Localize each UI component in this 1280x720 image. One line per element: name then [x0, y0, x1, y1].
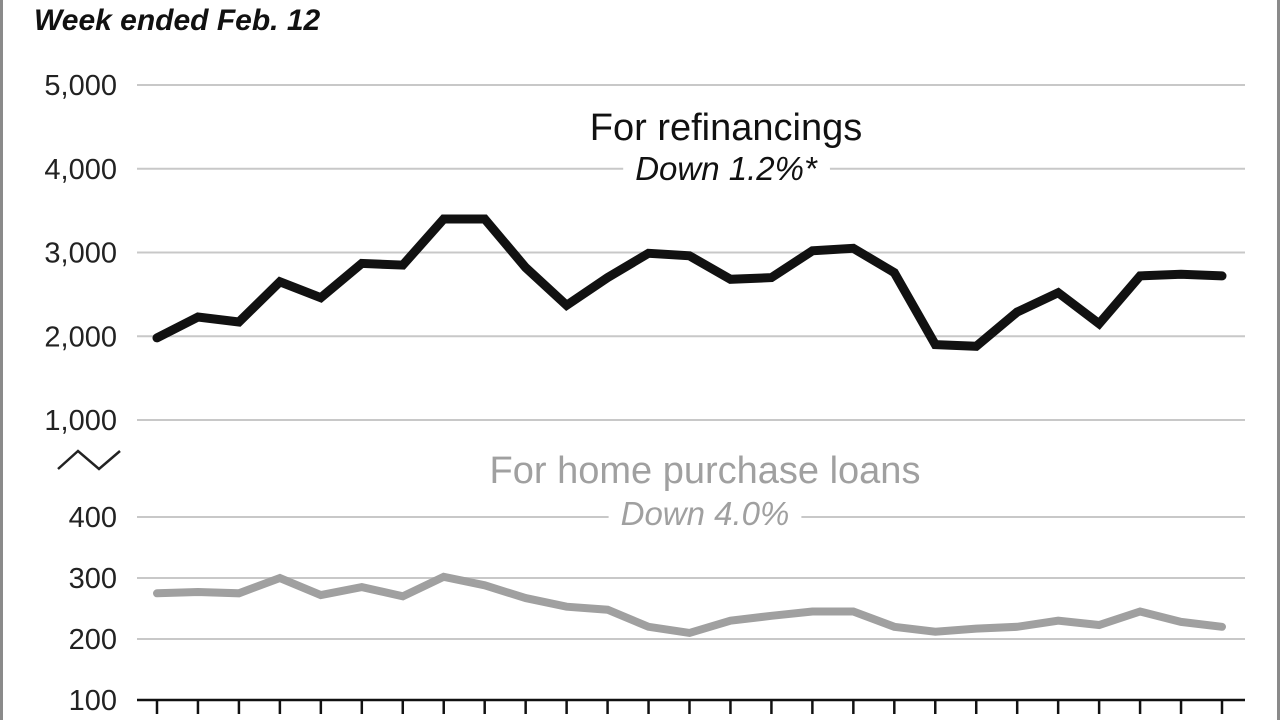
chart-subtitle: Week ended Feb. 12: [34, 4, 321, 37]
y-tick-label-upper-0: 5,000: [44, 70, 117, 102]
y-tick-label-upper-3: 2,000: [44, 321, 117, 353]
series-line-0: [152, 214, 1227, 351]
y-tick-label-lower-3: 100: [69, 685, 117, 717]
series-title-1: For home purchase loans: [490, 450, 921, 492]
series-title-0: For refinancings: [590, 107, 862, 149]
y-tick-label-upper-4: 1,000: [44, 405, 117, 437]
y-tick-label-lower-1: 300: [69, 563, 117, 595]
series-line-1: [153, 572, 1226, 637]
axis-break-symbol: [57, 449, 121, 471]
series-note-knockout-0: [623, 148, 830, 189]
y-tick-label-lower-0: 400: [69, 502, 117, 534]
series-note-1: Down 4.0%: [621, 495, 790, 532]
series-layer: [152, 214, 1227, 637]
y-tick-label-upper-1: 4,000: [44, 154, 117, 186]
y-tick-label-lower-2: 200: [69, 624, 117, 656]
series-note-knockout-1: [608, 493, 802, 534]
y-tick-label-upper-2: 3,000: [44, 238, 117, 270]
series-note-0: Down 1.2%*: [635, 150, 818, 187]
